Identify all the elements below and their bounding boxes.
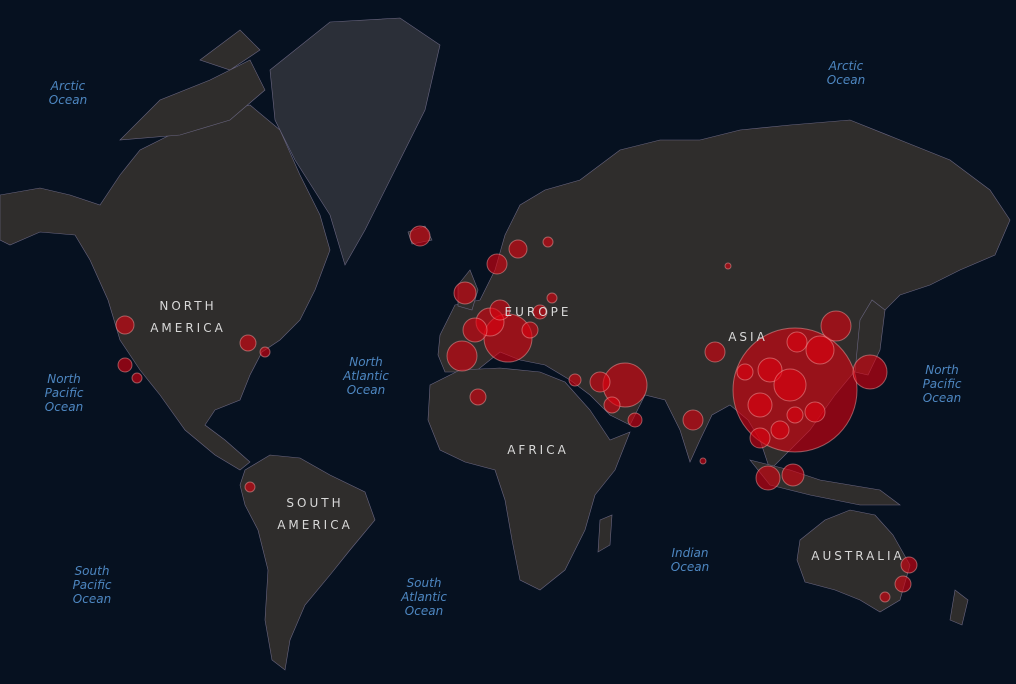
case-bubble[interactable] xyxy=(786,331,808,353)
case-bubble[interactable] xyxy=(805,335,835,365)
case-bubble[interactable] xyxy=(773,368,807,402)
continent-label-africa: AFRICA xyxy=(507,443,569,457)
ocean-label-indian: Indian Ocean xyxy=(670,546,710,574)
case-bubble[interactable] xyxy=(699,457,707,465)
case-bubble[interactable] xyxy=(627,412,643,428)
case-bubble[interactable] xyxy=(131,372,143,384)
case-bubble[interactable] xyxy=(781,463,805,487)
ocean-label-north-pacific-east: North Pacific Ocean xyxy=(922,363,962,405)
case-bubble[interactable] xyxy=(469,388,487,406)
case-bubble[interactable] xyxy=(755,465,781,491)
madagascar xyxy=(597,514,613,553)
continent-label-asia: ASIA xyxy=(728,330,768,344)
case-bubble[interactable] xyxy=(786,406,804,424)
case-bubble[interactable] xyxy=(900,556,918,574)
case-bubble[interactable] xyxy=(879,591,891,603)
case-bubble[interactable] xyxy=(568,373,582,387)
ocean-label-north-pacific-west: North Pacific Ocean xyxy=(44,372,84,414)
continent-label-europe: EUROPE xyxy=(504,305,572,319)
arctic-islands xyxy=(119,29,266,141)
ocean-label-south-atlantic: South Atlantic Ocean xyxy=(401,576,447,618)
case-bubble[interactable] xyxy=(820,310,852,342)
case-bubble[interactable] xyxy=(489,299,511,321)
case-bubble[interactable] xyxy=(894,575,912,593)
ocean-label-south-pacific: South Pacific Ocean xyxy=(72,564,112,606)
case-bubble[interactable] xyxy=(115,315,135,335)
case-bubble[interactable] xyxy=(747,392,773,418)
continent-label-australia: AUSTRALIA xyxy=(811,549,905,563)
case-bubble[interactable] xyxy=(453,281,477,305)
case-bubble[interactable] xyxy=(682,409,704,431)
case-bubble[interactable] xyxy=(259,346,271,358)
case-bubble[interactable] xyxy=(486,253,508,275)
case-bubble[interactable] xyxy=(542,236,554,248)
continent-label-south-america: SOUTH AMERICA xyxy=(277,496,353,532)
case-bubble[interactable] xyxy=(508,239,528,259)
case-bubble[interactable] xyxy=(852,354,888,390)
new-zealand xyxy=(949,589,969,626)
case-bubble[interactable] xyxy=(446,340,478,372)
case-bubble[interactable] xyxy=(117,357,133,373)
case-bubble[interactable] xyxy=(244,481,256,493)
case-bubble[interactable] xyxy=(546,292,558,304)
case-bubble[interactable] xyxy=(589,371,611,393)
case-bubble[interactable] xyxy=(770,420,790,440)
case-bubble[interactable] xyxy=(804,401,826,423)
ocean-label-arctic-west: Arctic Ocean xyxy=(48,79,88,107)
case-bubble[interactable] xyxy=(757,357,783,383)
case-bubble[interactable] xyxy=(532,304,548,320)
south-america xyxy=(239,454,376,671)
greenland xyxy=(269,17,441,266)
case-bubble[interactable] xyxy=(239,334,257,352)
case-bubble[interactable] xyxy=(704,341,726,363)
australia xyxy=(796,509,911,613)
case-bubble[interactable] xyxy=(736,363,754,381)
africa xyxy=(427,367,631,591)
case-bubble[interactable] xyxy=(603,396,621,414)
case-bubble[interactable] xyxy=(521,321,539,339)
case-bubble[interactable] xyxy=(724,262,732,270)
ocean-label-arctic-east: Arctic Ocean xyxy=(826,59,866,87)
continent-label-north-america: NORTH AMERICA xyxy=(150,299,226,335)
case-bubble[interactable] xyxy=(409,225,431,247)
ocean-label-north-atlantic: North Atlantic Ocean xyxy=(343,355,389,397)
case-bubble[interactable] xyxy=(749,427,771,449)
case-bubble[interactable] xyxy=(462,317,488,343)
